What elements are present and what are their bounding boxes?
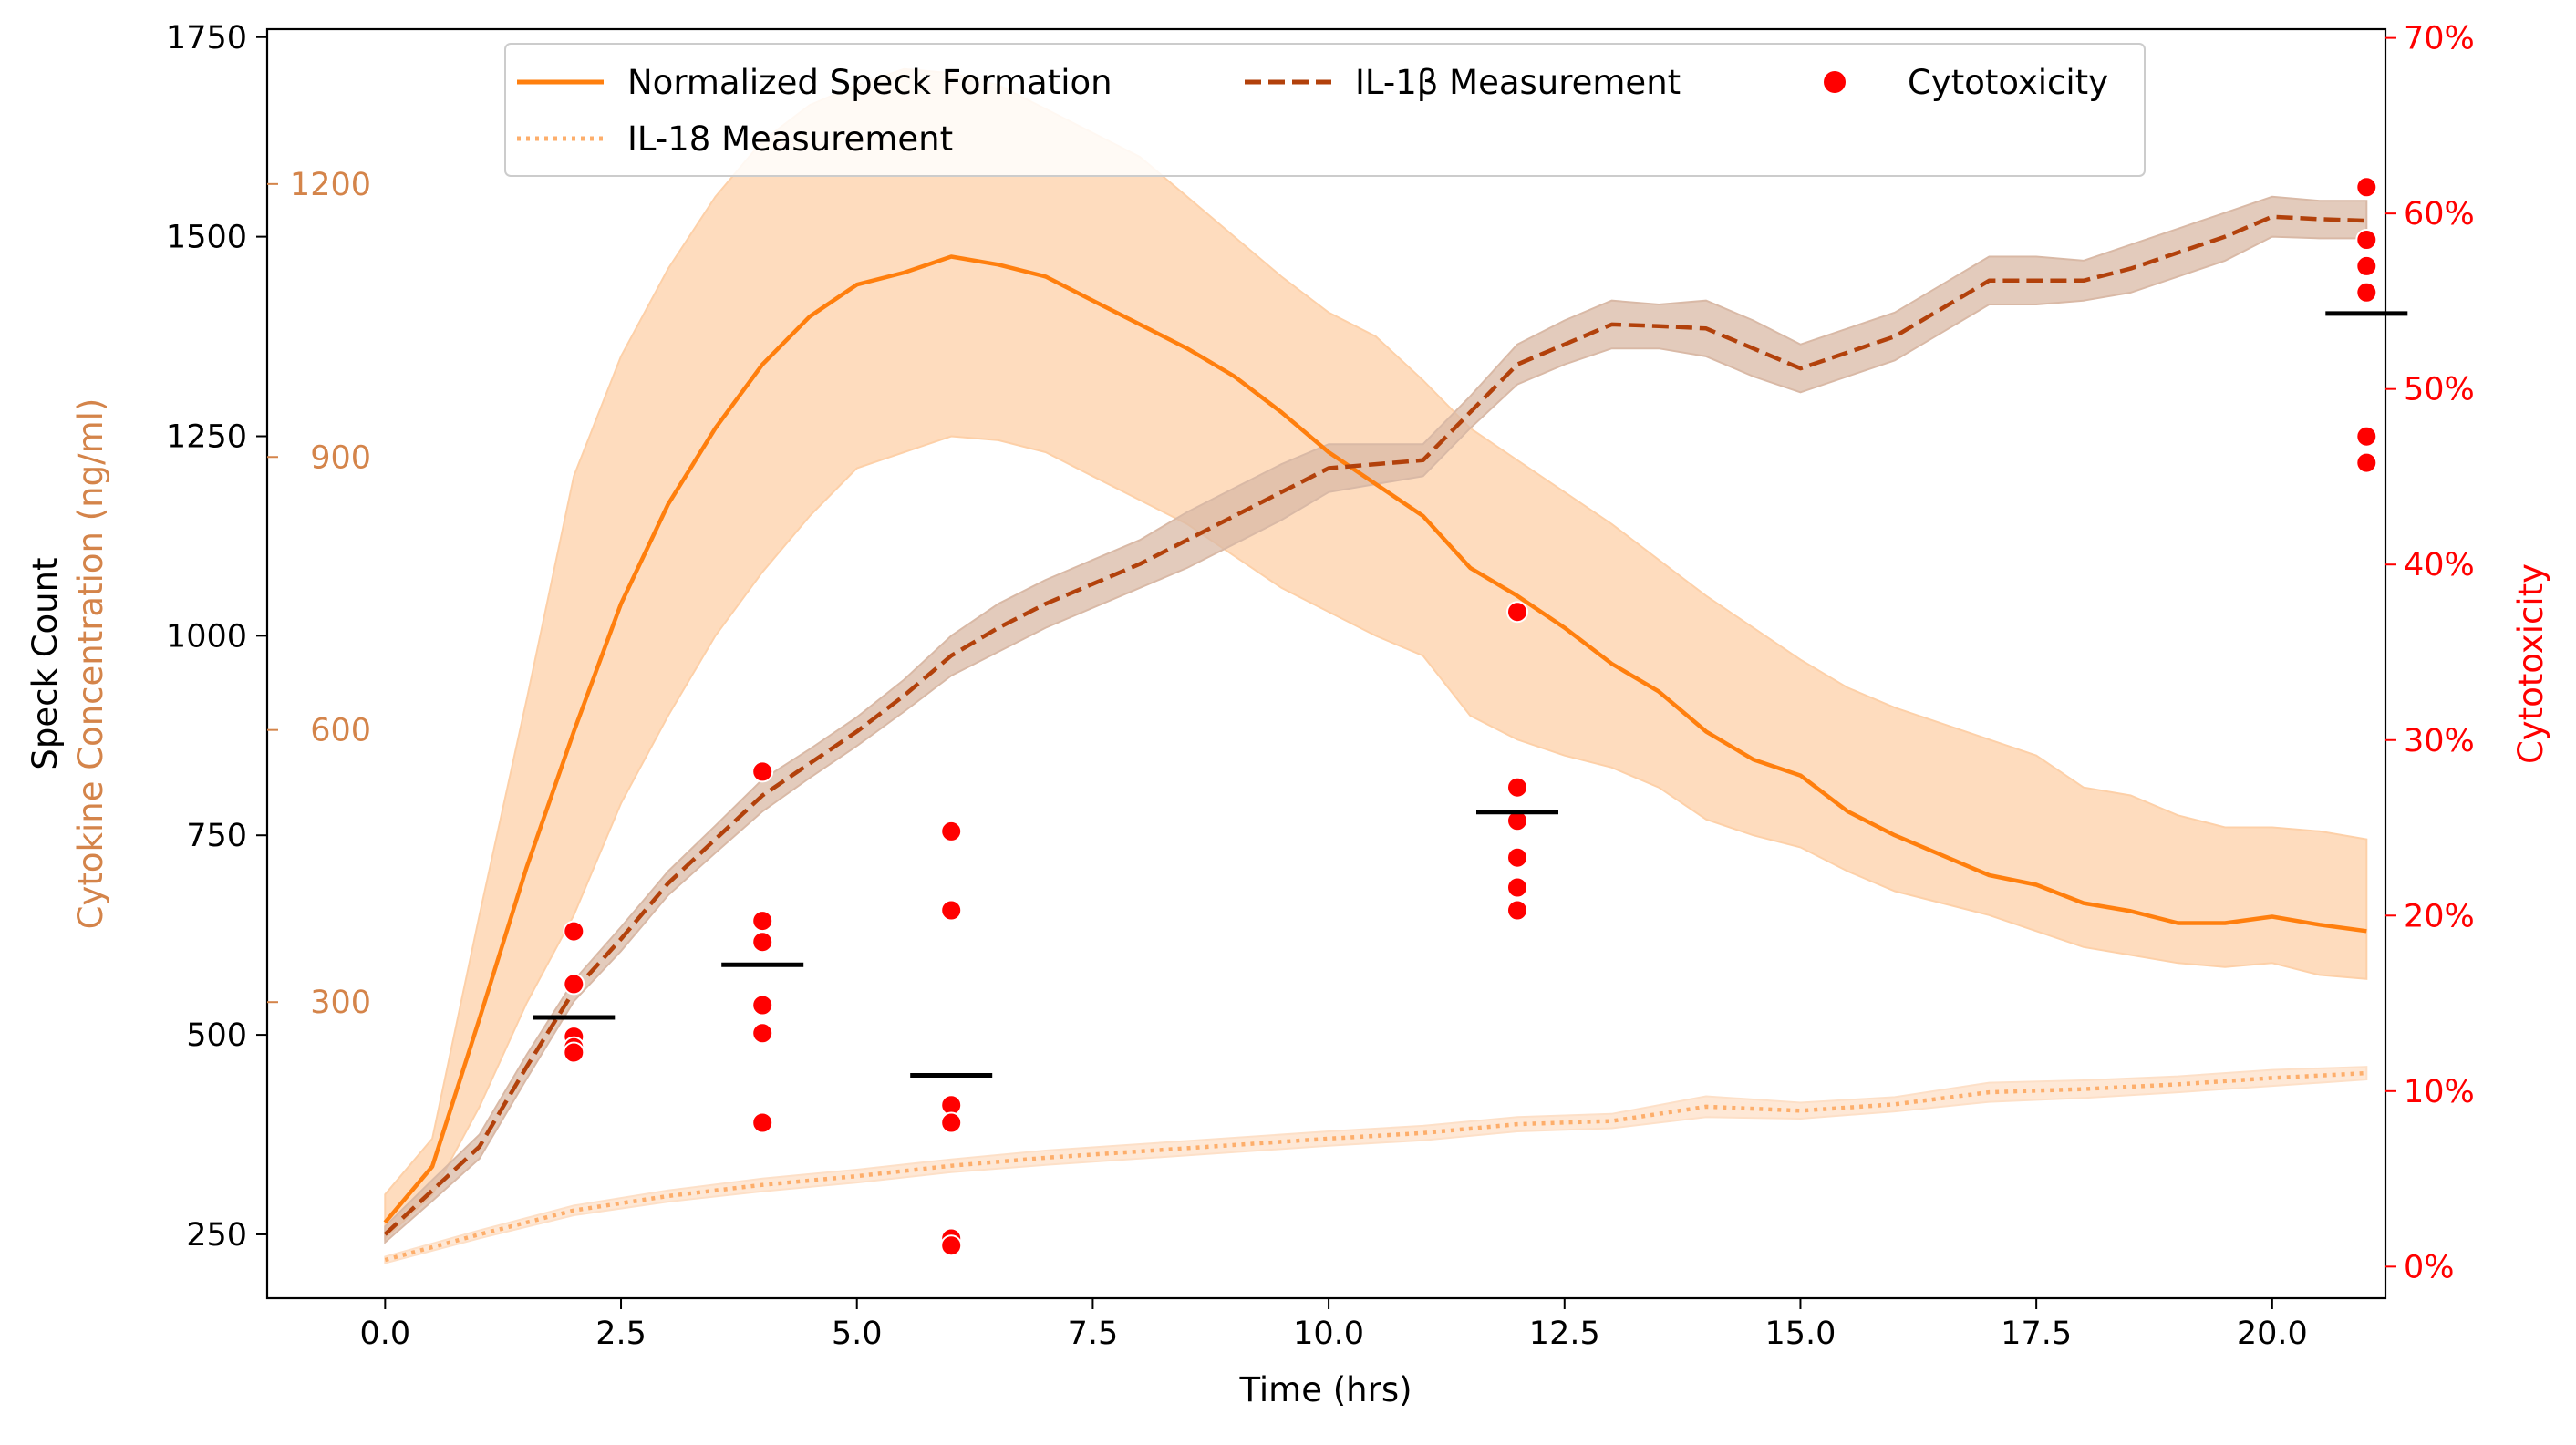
band-il-18-measurement <box>384 1066 2368 1264</box>
inner-axis-ticks: 30060090012001500 <box>267 167 371 1021</box>
legend-label-il18: IL-18 Measurement <box>627 119 953 159</box>
cytotoxicity-point <box>751 1111 774 1134</box>
cytotoxicity-point <box>940 820 963 842</box>
cytotoxicity-point <box>2355 425 2378 448</box>
cytotoxicity-point <box>563 920 585 943</box>
right-tick-label: 0% <box>2404 1249 2455 1285</box>
inner-tick-label: 300 <box>310 985 371 1021</box>
cytotoxicity-means <box>533 311 2408 1078</box>
legend-label-cytotoxicity: Cytotoxicity <box>1908 63 2108 102</box>
cytotoxicity-point <box>2355 176 2378 199</box>
x-axis-label: Time (hrs) <box>1238 1370 1412 1409</box>
x-tick-label: 10.0 <box>1293 1316 1364 1352</box>
line-il-1-measurement <box>383 214 2367 1236</box>
cytotoxicity-point <box>2355 281 2378 304</box>
legend-swatch-cytotoxicity <box>1824 71 1846 93</box>
cytotoxicity-point <box>563 973 585 996</box>
cytotoxicity-point <box>1506 899 1528 922</box>
right-tick-label: 20% <box>2404 898 2475 934</box>
x-tick-label: 2.5 <box>595 1316 647 1352</box>
cytotoxicity-point <box>1506 846 1528 869</box>
right-tick-label: 40% <box>2404 547 2475 583</box>
x-tick-label: 20.0 <box>2237 1316 2308 1352</box>
cytotoxicity-point <box>1506 601 1528 624</box>
left-axis-label: Speck Count <box>26 557 65 769</box>
cytotoxicity-point <box>1506 876 1528 899</box>
legend-box <box>504 43 2146 177</box>
x-axis-ticks: 0.0 2.5 5.0 7.5 10.0 12.5 15.0 17.5 20.0 <box>360 1298 2308 1352</box>
left-tick-label: 500 <box>186 1017 247 1054</box>
x-tick-label: 0.0 <box>360 1316 411 1352</box>
left-tick-label: 1000 <box>166 618 247 655</box>
right-tick-label: 50% <box>2404 372 2475 408</box>
cytotoxicity-point <box>563 1041 585 1064</box>
line-il-18-measurement <box>384 1070 2367 1263</box>
x-tick-label: 7.5 <box>1068 1316 1119 1352</box>
inner-axis-label: Cytokine Concentration (ng/ml) <box>71 398 110 930</box>
right-tick-label: 70% <box>2404 21 2475 57</box>
right-tick-label: 60% <box>2404 196 2475 232</box>
right-tick-label: 10% <box>2404 1074 2475 1110</box>
left-tick-label: 1250 <box>166 418 247 455</box>
cytotoxicity-point <box>751 931 774 954</box>
x-tick-label: 17.5 <box>2001 1316 2072 1352</box>
right-tick-label: 30% <box>2404 723 2475 759</box>
cytotoxicity-point <box>751 994 774 1017</box>
legend-label-il1b: IL-1β Measurement <box>1355 63 1681 102</box>
left-tick-label: 250 <box>186 1217 247 1254</box>
right-axis-label: Cytotoxicity <box>2511 563 2550 764</box>
cytotoxicity-point <box>940 899 963 922</box>
legend-label-speck: Normalized Speck Formation <box>627 63 1112 102</box>
inner-tick-label: 900 <box>310 439 371 476</box>
plot-frame <box>265 27 2387 1300</box>
inner-tick-label: 1200 <box>290 167 371 203</box>
left-tick-label: 750 <box>186 818 247 854</box>
cytotoxicity-point <box>2355 229 2378 251</box>
x-tick-label: 5.0 <box>832 1316 883 1352</box>
cytotoxicity-point <box>940 1234 963 1257</box>
left-tick-label: 1750 <box>166 20 247 57</box>
cytotoxicity-point <box>751 910 774 933</box>
left-tick-label: 1500 <box>166 220 247 256</box>
cytotoxicity-point <box>2355 451 2378 474</box>
x-tick-label: 15.0 <box>1764 1316 1836 1352</box>
series-lines <box>383 214 2367 1263</box>
cytotoxicity-point <box>751 760 774 783</box>
line-normalized-speck-formation <box>383 254 2367 1224</box>
right-axis-ticks: 0% 10% 20% 30% 40% 50% 60% 70% <box>2385 21 2475 1285</box>
inner-tick-label: 600 <box>310 713 371 749</box>
cytotoxicity-point <box>1506 776 1528 799</box>
x-tick-label: 12.5 <box>1529 1316 1600 1352</box>
cytotoxicity-point <box>940 1111 963 1134</box>
left-axis-ticks: 250 500 750 1000 1250 1500 1750 <box>166 20 267 1254</box>
cytotoxicity-point <box>751 1022 774 1045</box>
cytotoxicity-points <box>563 176 2378 1257</box>
cytotoxicity-point <box>2355 254 2378 277</box>
legend: Normalized Speck Formation IL-1β Measure… <box>504 43 2146 177</box>
